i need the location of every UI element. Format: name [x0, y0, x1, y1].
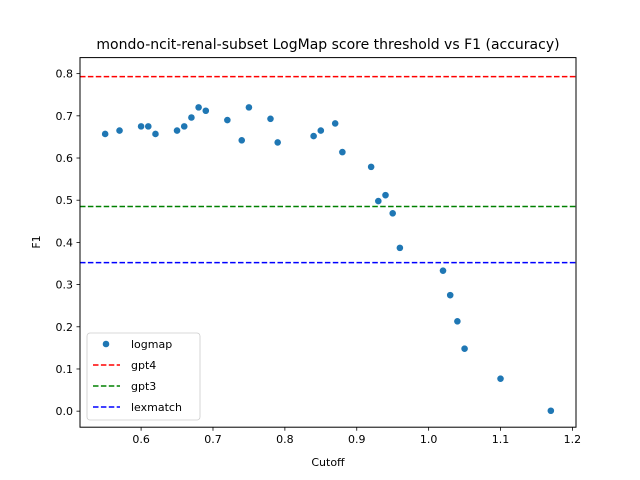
logmap-point	[338, 148, 347, 157]
y-tick-label: 0.5	[56, 194, 74, 207]
logmap-point	[201, 106, 210, 115]
logmap-point	[388, 209, 397, 218]
x-tick-label: 1.1	[492, 433, 510, 446]
gpt3-legend-label: gpt3	[131, 380, 156, 393]
logmap-point	[151, 130, 160, 138]
logmap-point	[331, 119, 340, 128]
logmap-point	[460, 344, 469, 353]
logmap-point	[546, 406, 555, 415]
x-axis-label: Cutoff	[311, 456, 345, 469]
logmap-point	[273, 138, 282, 147]
logmap-point	[101, 130, 110, 138]
logmap-point	[439, 266, 447, 275]
x-axis: 0.6 0.7 0.8 0.9 1.0 1.1 1.2	[132, 427, 581, 446]
logmap-point	[496, 374, 505, 383]
logmap-point	[367, 162, 376, 171]
y-tick-label: 0.8	[56, 68, 74, 81]
logmap-point	[173, 126, 181, 135]
logmap-point	[245, 103, 253, 112]
logmap-legend-marker	[102, 340, 110, 348]
y-tick-label: 0.4	[56, 236, 74, 249]
logmap-point	[316, 126, 325, 135]
y-axis: 0.0 0.1 0.2 0.3 0.4 0.5 0.6 0.7 0.8	[56, 68, 80, 418]
logmap-point	[446, 291, 455, 300]
plot-area	[80, 75, 576, 415]
logmap-point	[180, 122, 189, 131]
x-tick-label: 0.6	[132, 433, 150, 446]
x-tick-label: 0.7	[204, 433, 222, 446]
legend: logmap gpt4 gpt3 lexmatch	[86, 332, 201, 421]
logmap-legend-label: logmap	[131, 338, 172, 351]
logmap-point	[137, 122, 146, 131]
logmap-point	[309, 132, 318, 140]
x-tick-label: 1.0	[420, 433, 438, 446]
logmap-point	[374, 197, 383, 205]
chart-title: mondo-ncit-renal-subset LogMap score thr…	[96, 37, 559, 53]
x-tick-label: 1.2	[564, 433, 582, 446]
logmap-point	[395, 243, 404, 252]
logmap-point	[187, 113, 196, 122]
logmap-point	[115, 126, 124, 135]
logmap-point	[381, 191, 390, 200]
logmap-point	[144, 122, 153, 131]
legend-box	[86, 332, 201, 421]
logmap-point	[194, 103, 203, 112]
y-tick-label: 0.7	[56, 110, 74, 123]
y-tick-label: 0.3	[56, 279, 74, 292]
logmap-point	[223, 116, 232, 124]
y-tick-label: 0.2	[56, 321, 74, 334]
y-tick-label: 0.6	[56, 152, 74, 165]
x-tick-label: 0.9	[348, 433, 366, 446]
y-tick-label: 0.0	[56, 405, 74, 418]
logmap-point	[453, 317, 462, 326]
lexmatch-legend-label: lexmatch	[131, 401, 182, 414]
logmap-point	[266, 114, 275, 123]
logmap-point	[237, 136, 246, 145]
x-tick-label: 0.8	[276, 433, 294, 446]
y-tick-label: 0.1	[56, 363, 74, 376]
y-axis-label: F1	[30, 235, 43, 248]
gpt4-legend-label: gpt4	[131, 359, 156, 372]
